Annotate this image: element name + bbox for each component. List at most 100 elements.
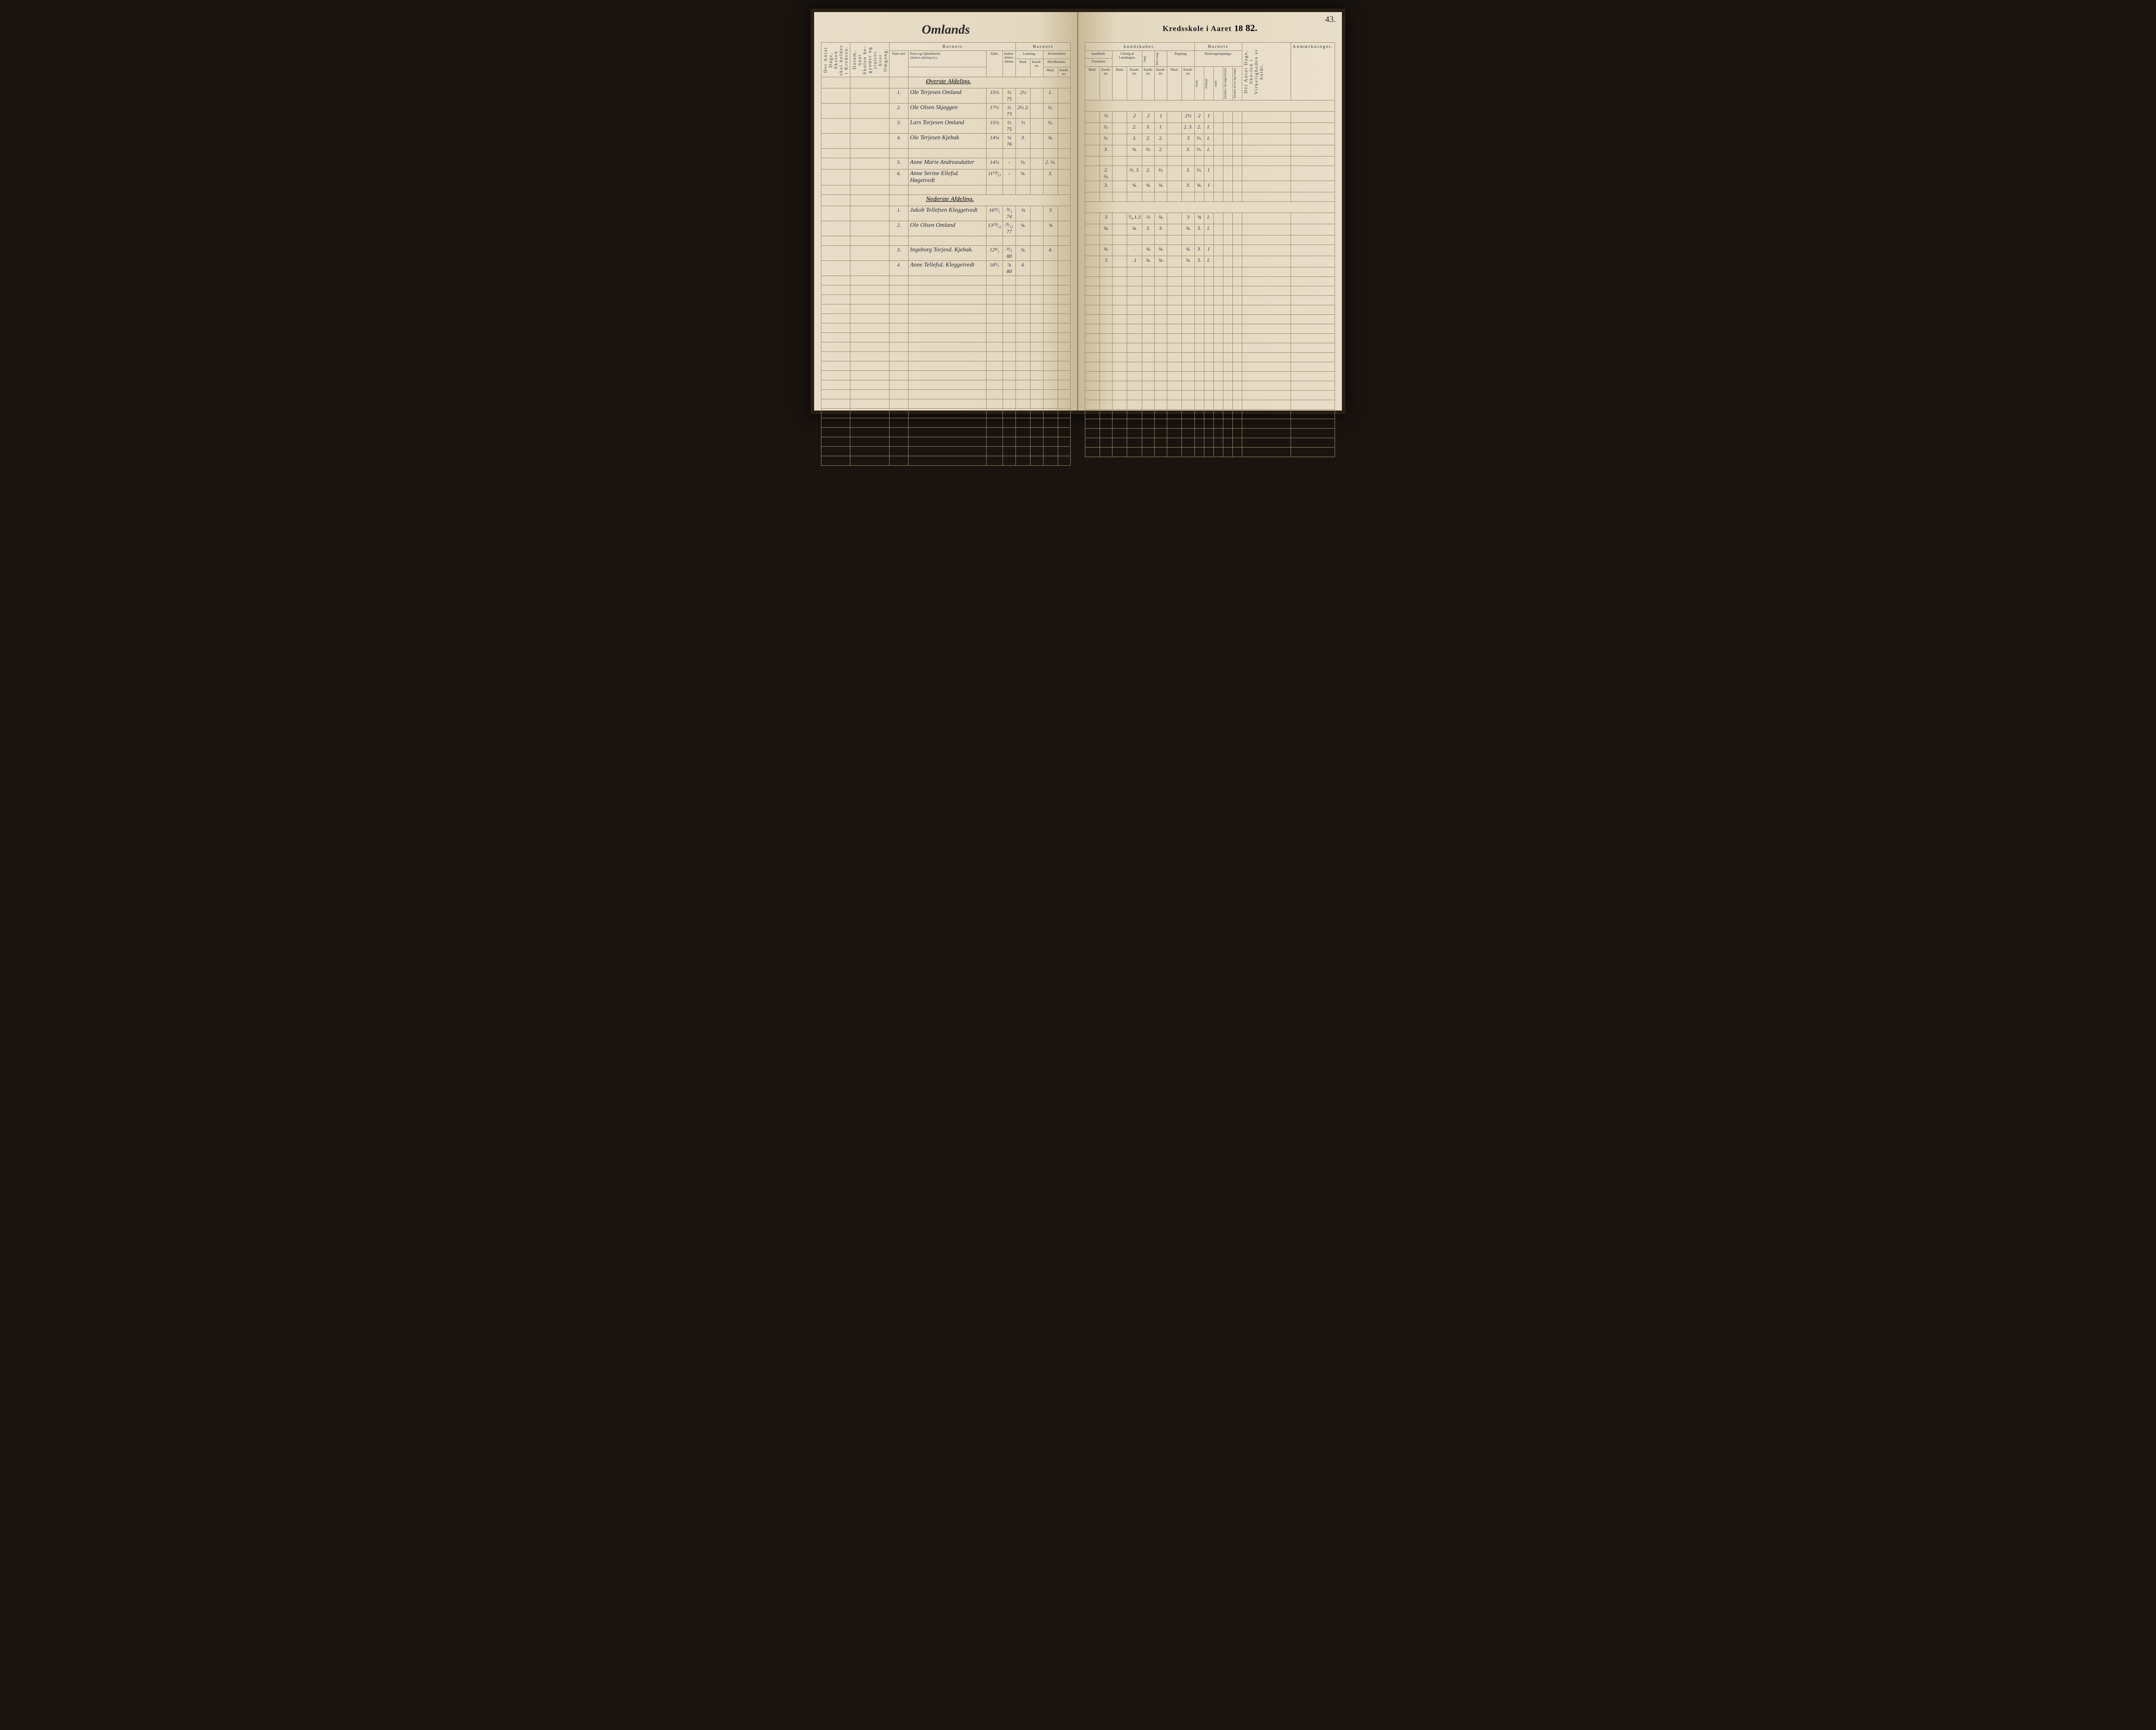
left-table: Det Antal Dage, Skolen skal holdes i Kre… (821, 42, 1071, 466)
table-row: 3.Ingeborg Torjesd. Kjebak.12⁴⁄₁²⁵⁄₃ 80¾… (821, 246, 1071, 261)
hdr-antal-holdt: Det Antal Dage, Sko-len i Virkeligheden … (1242, 43, 1291, 100)
page-number: 43. (1325, 15, 1336, 25)
empty-row (821, 390, 1071, 399)
empty-row (821, 185, 1071, 195)
table-row: 4.Anne Tellefsd. Kleggetvedt10⁵⁄₇⅞ 804. (821, 261, 1071, 276)
empty-row (1085, 447, 1335, 457)
hdr-bibel: Bibelhistorie. (1043, 59, 1070, 67)
empty-row (821, 314, 1071, 323)
empty-row (1085, 295, 1335, 305)
empty-row (1085, 276, 1335, 286)
empty-row (1085, 409, 1335, 419)
empty-row (821, 447, 1071, 456)
hdr-laes-kar: Karak-ter. (1031, 59, 1043, 77)
empty-row (821, 380, 1071, 390)
table-row: ¾.¾.3.3.¾.3.1. (1085, 224, 1335, 235)
hdr-barnets3: Barnets (1194, 43, 1242, 51)
table-row: 3.1¾.¾.¾.3.1. (1085, 256, 1335, 267)
empty-row (1085, 381, 1335, 390)
hdr-bib-maal: Maal. (1043, 67, 1058, 77)
table-row: ½.2.3.1.2. 3.2.1. (1085, 122, 1335, 134)
empty-row (821, 409, 1071, 418)
empty-row (1085, 352, 1335, 362)
table-row: 3³⁄₄.1.3⅔¾.3¾1. (1085, 213, 1335, 224)
empty-row (1085, 438, 1335, 447)
empty-row (1085, 428, 1335, 438)
empty-row (1085, 390, 1335, 400)
empty-row (821, 352, 1071, 361)
empty-row (1085, 267, 1335, 276)
hdr-nummer: Num-mer. (890, 51, 909, 77)
hdr-kund: kundskab. (1085, 51, 1112, 59)
hdr-navn: Navn og Opholdssted. (Anføres afdelingsv… (909, 51, 986, 67)
hdr-laes-maal: Maal. (1016, 59, 1031, 77)
section-heading-row (1085, 201, 1335, 213)
hdr-skolesogn: Skolesogningsdage. (1194, 51, 1242, 67)
hdr-anmerk: Anmærkninger. (1291, 43, 1335, 100)
hdr-fors2: forsømt af lov-lig Grund. (1232, 66, 1242, 100)
empty-row (1085, 362, 1335, 371)
table-row: 3.Lars Torjesen Omland15⅔⅔ 75⅔⅔. (821, 119, 1071, 134)
empty-row (821, 361, 1071, 371)
empty-row (1085, 286, 1335, 295)
table-row: ¾..¾.¾.¾.3.1 (1085, 244, 1335, 256)
table-row: 2. ⅔.⅔. 3.2.⅔.3.⅔.1 (1085, 166, 1335, 181)
ledger-book: Omlands Det Antal Dage, Skolen skal hold… (811, 9, 1345, 414)
hdr-fors1: forsømt i for-lagen Kreds. (1223, 66, 1232, 100)
table-row: 6.Anne Serine Ellefsd. Høgetvedt11²⁰⁄₁₂–… (821, 169, 1071, 185)
empty-row (821, 295, 1071, 304)
hdr-barnets2: Barnets (1016, 43, 1071, 51)
hdr-mote: møte. (1213, 66, 1223, 100)
table-row: 1.Ole Terjesen Omland15⅔⅔ 752½1. (821, 88, 1071, 103)
right-page: 43. Kredsskole i Aaret 18 82. kundskaber… (1078, 12, 1342, 411)
table-row: ⅔.3.2.2.3⅔.1. (1085, 134, 1335, 145)
empty-row (821, 236, 1071, 246)
empty-row (821, 418, 1071, 428)
hdr-barnets: Barnets (890, 43, 1016, 51)
table-row: ½2212½21 (1085, 111, 1335, 122)
hdr-forbudt: Forbudt. (1204, 66, 1213, 100)
title-kredsskole: Kredsskole i Aaret (1163, 24, 1232, 33)
empty-row (1085, 400, 1335, 409)
empty-row (1085, 314, 1335, 324)
hdr-skriv: Skriv-ning. (1155, 51, 1167, 67)
hdr-kundskaber: kundskaber. (1085, 43, 1195, 51)
empty-row (821, 333, 1071, 342)
empty-row (821, 149, 1071, 158)
table-row: 2.Ole Olsen Omland13²⁰⁄₁₂²⁵⁄₁₂ 77¾.¾ (821, 221, 1071, 236)
table-row: 4.Ole Terjesen Kjebak14¼¼ 763.¾. (821, 134, 1071, 149)
hdr-sang-kar: Karak-ter. (1142, 66, 1155, 100)
hdr-bib-kar: Karak-ter. (1058, 67, 1070, 77)
section-heading-row: Nederste Afdeling. (821, 195, 1071, 206)
title-place: Omlands (922, 22, 970, 37)
hdr-alder: Alder. (986, 51, 1003, 77)
empty-row (821, 304, 1071, 314)
empty-row (821, 437, 1071, 447)
empty-row (1085, 156, 1335, 166)
hdr-regning: Regning. (1167, 51, 1194, 67)
hdr-skr-kar: Karak-ter. (1155, 66, 1167, 100)
title-year-print: 18 (1234, 24, 1243, 34)
table-row: 3.¾.¾.¾.3.¾.1 (1085, 181, 1335, 192)
hdr-laesning: Læsning. (1016, 51, 1043, 59)
empty-row (821, 456, 1071, 466)
empty-row (1085, 305, 1335, 314)
empty-row (1085, 333, 1335, 343)
hdr-sang: Sang. (1142, 51, 1155, 67)
empty-row (1085, 343, 1335, 352)
empty-row (1085, 235, 1335, 244)
hdr-overt: Overt. (1194, 66, 1204, 100)
empty-row (1085, 192, 1335, 201)
empty-row (1085, 324, 1335, 333)
hdr-antal-dage: Det Antal Dage, Skolen skal holdes i Kre… (821, 43, 850, 77)
hdr-kristendoms: Kristendoms (1043, 51, 1070, 59)
hdr-tr-maal: Maal. (1085, 66, 1100, 100)
empty-row (821, 342, 1071, 352)
hdr-tr-kar: Karak-ter. (1100, 66, 1112, 100)
hdr-reg-maal: Maal. (1167, 66, 1182, 100)
empty-row (821, 276, 1071, 285)
hdr-reg-kar: Karak-ter. (1182, 66, 1194, 100)
right-title: Kredsskole i Aaret 18 82. (1085, 22, 1335, 38)
hdr-udvalg: Udvalg af Læsebogen. (1112, 51, 1142, 67)
hdr-indtr: Indtræ-delses-datum. (1003, 51, 1016, 77)
